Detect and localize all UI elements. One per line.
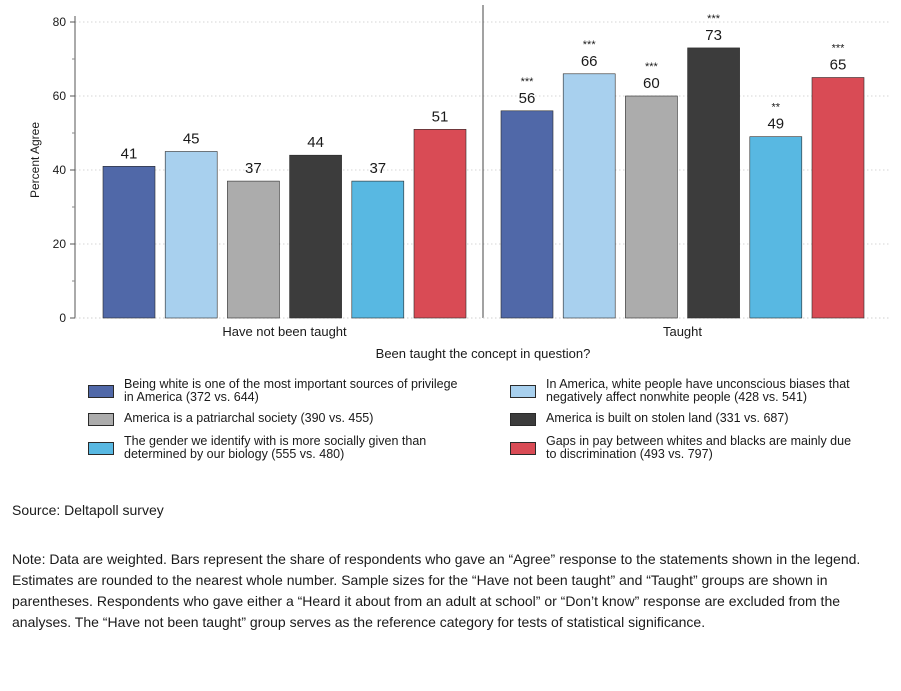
note-text: Note: Data are weighted. Bars represent … — [12, 551, 861, 630]
significance-label: *** — [583, 39, 597, 51]
significance-label: ** — [772, 102, 781, 114]
bar-value-label: 66 — [581, 53, 598, 70]
legend-swatch — [510, 385, 536, 398]
legend-label: America is built on stolen land (331 vs.… — [546, 412, 789, 425]
legend-item: The gender we identify with is more soci… — [88, 435, 426, 461]
legend-swatch — [510, 442, 536, 455]
significance-label: *** — [832, 43, 846, 55]
bars — [102, 47, 865, 319]
legend-swatch — [510, 413, 536, 426]
bar-value-label: 44 — [307, 134, 324, 151]
y-tick-label: 20 — [53, 237, 67, 251]
bar — [811, 77, 865, 319]
bar-value-label: 51 — [432, 108, 449, 125]
bar — [500, 110, 554, 319]
bar-value-label: 37 — [369, 160, 386, 177]
bar-value-label: 45 — [183, 131, 200, 148]
legend: Being white is one of the most important… — [88, 378, 898, 468]
legend-label-line2: determined by our biology (555 vs. 480) — [124, 447, 345, 461]
y-tick-label: 0 — [59, 311, 66, 325]
bar-value-label: 56 — [519, 90, 536, 107]
bar — [102, 166, 156, 319]
bar-chart: 0 20 40 60 80 41 45 37 44 37 51 Have not been taug… — [28, 5, 890, 361]
legend-label: Gaps in pay between whites and blacks ar… — [546, 435, 851, 461]
legend-swatch — [88, 413, 114, 426]
significance-label: *** — [645, 61, 659, 73]
legend-label-line1: In America, white people have unconsciou… — [546, 377, 850, 391]
legend-label-line1: America is a patriarchal society (390 vs… — [124, 411, 374, 425]
y-tick-label: 40 — [53, 163, 67, 177]
legend-item: America is built on stolen land (331 vs.… — [510, 412, 789, 426]
legend-label: The gender we identify with is more soci… — [124, 435, 426, 461]
group-label: Have not been taught — [222, 324, 347, 339]
bar — [164, 151, 218, 319]
bar — [562, 73, 616, 319]
legend-label-line1: The gender we identify with is more soci… — [124, 434, 427, 448]
legend-item: In America, white people have unconsciou… — [510, 378, 850, 404]
bar — [227, 180, 280, 319]
bar-value-label: 41 — [121, 145, 138, 162]
significance-label: *** — [521, 76, 535, 88]
legend-item: Being white is one of the most important… — [88, 378, 458, 404]
legend-item: Gaps in pay between whites and blacks ar… — [510, 435, 851, 461]
bar — [749, 136, 803, 319]
bar-value-label: 73 — [705, 27, 722, 44]
value-labels: 41 45 37 44 37 51 Have not been taught 56 *** 66 *… — [121, 13, 847, 339]
bar — [625, 95, 678, 319]
legend-swatch — [88, 385, 114, 398]
legend-swatch — [88, 442, 114, 455]
bar — [289, 154, 342, 319]
significance-label: *** — [707, 13, 721, 25]
legend-label: America is a patriarchal society (390 vs… — [124, 412, 373, 425]
source-text: Source: Deltapoll survey — [12, 502, 164, 518]
y-axis: 0 20 40 60 80 — [53, 5, 890, 325]
bar-value-label: 49 — [767, 116, 784, 133]
group-label: Taught — [663, 324, 702, 339]
legend-label: In America, white people have unconsciou… — [546, 378, 850, 404]
bar — [351, 180, 405, 319]
bar-value-label: 65 — [830, 57, 847, 74]
legend-label-line1: Being white is one of the most important… — [124, 377, 458, 391]
legend-label-line2: to discrimination (493 vs. 797) — [546, 447, 713, 461]
legend-label-line1: Gaps in pay between whites and blacks ar… — [546, 434, 852, 448]
y-axis-label: Percent Agree — [28, 122, 42, 198]
x-axis-label: Been taught the concept in question? — [376, 346, 591, 361]
bar-value-label: 37 — [245, 160, 262, 177]
bar-value-label: 60 — [643, 75, 660, 92]
legend-item: America is a patriarchal society (390 vs… — [88, 412, 373, 426]
legend-label: Being white is one of the most important… — [124, 378, 458, 404]
bar — [413, 129, 467, 319]
legend-label-line1: America is built on stolen land (331 vs.… — [546, 411, 789, 425]
legend-label-line2: negatively affect nonwhite people (428 v… — [546, 390, 808, 404]
y-tick-label: 80 — [53, 15, 67, 29]
bar — [687, 47, 740, 319]
legend-label-line2: in America (372 vs. 644) — [124, 390, 259, 404]
y-tick-label: 60 — [53, 89, 67, 103]
